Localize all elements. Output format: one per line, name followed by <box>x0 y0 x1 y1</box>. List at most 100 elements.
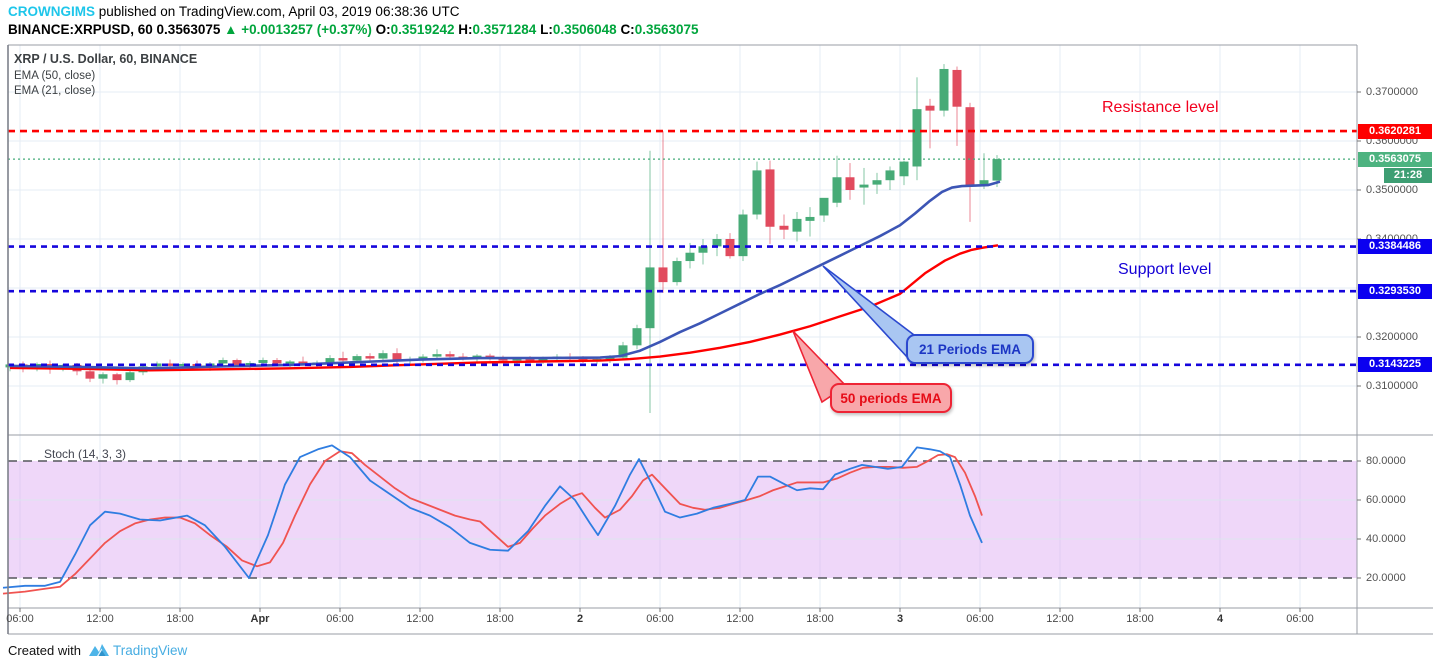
candle-down[interactable] <box>952 69 962 107</box>
stoch-axis-label: 40.0000 <box>1366 533 1406 545</box>
candle-up[interactable] <box>859 184 869 188</box>
candle-up[interactable] <box>805 216 815 221</box>
candle-down[interactable] <box>525 359 535 361</box>
candle-up[interactable] <box>832 177 842 203</box>
time-axis-label: 12:00 <box>726 613 754 625</box>
candle-down[interactable] <box>365 356 375 359</box>
candle-down[interactable] <box>112 374 122 381</box>
close-label: C: <box>620 22 635 37</box>
close-value: 0.3563075 <box>634 22 699 37</box>
candle-down[interactable] <box>85 371 95 379</box>
candle-down[interactable] <box>779 225 789 230</box>
candle-up[interactable] <box>98 374 108 379</box>
ema21-callout[interactable]: 21 Periods EMA <box>906 334 1034 364</box>
time-axis-label: 12:00 <box>406 613 434 625</box>
candle-up[interactable] <box>738 214 748 257</box>
resistance-price-badge: 0.3620281 <box>1358 123 1432 139</box>
ema21-legend[interactable]: EMA (21, close) <box>14 85 96 97</box>
ema50-callout[interactable]: 50 periods EMA <box>830 383 952 413</box>
candle-up[interactable] <box>125 372 135 381</box>
candle-up[interactable] <box>992 159 1002 181</box>
time-axis-label: 18:00 <box>806 613 834 625</box>
time-axis-label: 4 <box>1216 613 1224 625</box>
high-value: 0.3571284 <box>472 22 537 37</box>
ema50-legend[interactable]: EMA (50, close) <box>14 70 96 82</box>
candle-down[interactable] <box>498 358 508 361</box>
last-price: 0.3563075 <box>156 22 221 37</box>
candle-up[interactable] <box>378 353 388 359</box>
candle-up[interactable] <box>939 68 949 111</box>
candle-up[interactable] <box>325 358 335 363</box>
candle-up[interactable] <box>432 354 442 357</box>
price-axis-label: 0.3200000 <box>1366 331 1418 343</box>
resistance-level-label[interactable]: Resistance level <box>1102 99 1219 116</box>
ema21-line[interactable] <box>9 180 1001 370</box>
candle-down[interactable] <box>925 105 935 111</box>
candle-down[interactable] <box>338 358 348 361</box>
candle-up[interactable] <box>792 218 802 232</box>
chart-title: XRP / U.S. Dollar, 60, BINANCE <box>14 52 198 66</box>
candle-up[interactable] <box>885 170 895 181</box>
tradingview-brand-text[interactable]: TradingView <box>112 643 188 658</box>
open-value: 0.3519242 <box>390 22 455 37</box>
candle-down[interactable] <box>658 267 668 283</box>
candle-down[interactable] <box>165 363 175 366</box>
candle-down[interactable] <box>765 169 775 227</box>
footer: Created with TradingView <box>8 643 187 658</box>
time-axis-label: 3 <box>896 613 904 625</box>
candle-up[interactable] <box>912 109 922 167</box>
support-level-label[interactable]: Support level <box>1118 261 1212 278</box>
candle-down[interactable] <box>392 353 402 362</box>
stoch-axis-label: 20.0000 <box>1366 572 1406 584</box>
candle-up[interactable] <box>218 360 228 364</box>
open-label: O: <box>375 22 391 37</box>
author-name: CROWNGIMS <box>8 4 95 19</box>
candle-up[interactable] <box>698 246 708 253</box>
tradingview-logo-icon[interactable] <box>88 643 109 658</box>
candle-down[interactable] <box>965 107 975 186</box>
time-axis-label: 06:00 <box>966 613 994 625</box>
ema50-line[interactable] <box>9 244 999 372</box>
candle-up[interactable] <box>258 360 268 363</box>
candle-down[interactable] <box>725 239 735 257</box>
candle-up[interactable] <box>618 345 628 358</box>
candle-up[interactable] <box>752 170 762 215</box>
time-axis-label: 06:00 <box>6 613 34 625</box>
ema21-callout-tail <box>822 265 920 360</box>
candle-down[interactable] <box>445 354 455 357</box>
candle-up[interactable] <box>672 261 682 283</box>
stoch-k-line[interactable] <box>2 444 983 589</box>
candle-up[interactable] <box>605 357 615 360</box>
time-axis-label: 18:00 <box>166 613 194 625</box>
price-axis-label: 0.3700000 <box>1366 86 1418 98</box>
candle-up[interactable] <box>512 359 522 361</box>
stoch-legend[interactable]: Stoch (14, 3, 3) <box>44 447 127 461</box>
price-axis-label: 0.3500000 <box>1366 184 1418 196</box>
candle-up[interactable] <box>472 355 482 358</box>
symbol-bar: BINANCE:XRPUSD, 60 0.3563075 ▲ +0.001325… <box>8 22 699 37</box>
candle-up[interactable] <box>685 252 695 262</box>
candle-up[interactable] <box>632 328 642 346</box>
publish-header: CROWNGIMS published on TradingView.com, … <box>8 4 459 19</box>
candle-up[interactable] <box>872 180 882 185</box>
time-axis-label: 12:00 <box>1046 613 1074 625</box>
candle-up[interactable] <box>819 197 829 216</box>
stoch-d-line[interactable] <box>2 450 983 595</box>
candle-up[interactable] <box>645 267 655 329</box>
candle-up[interactable] <box>285 361 295 364</box>
candle-down[interactable] <box>232 360 242 365</box>
candle-up[interactable] <box>178 363 188 366</box>
candle-down[interactable] <box>298 361 308 365</box>
time-axis-label: Apr <box>250 613 270 625</box>
candle-down[interactable] <box>272 360 282 364</box>
candle-up[interactable] <box>418 356 428 360</box>
last-price-badge: 0.3563075 <box>1358 151 1432 167</box>
candle-up[interactable] <box>899 161 909 177</box>
chart-legend: XRP / U.S. Dollar, 60, BINANCE EMA (50, … <box>14 52 197 100</box>
candle-up[interactable] <box>979 180 989 185</box>
candle-down[interactable] <box>845 177 855 190</box>
candle-up[interactable] <box>712 239 722 247</box>
low-value: 0.3506048 <box>552 22 617 37</box>
candle-up[interactable] <box>352 356 362 361</box>
